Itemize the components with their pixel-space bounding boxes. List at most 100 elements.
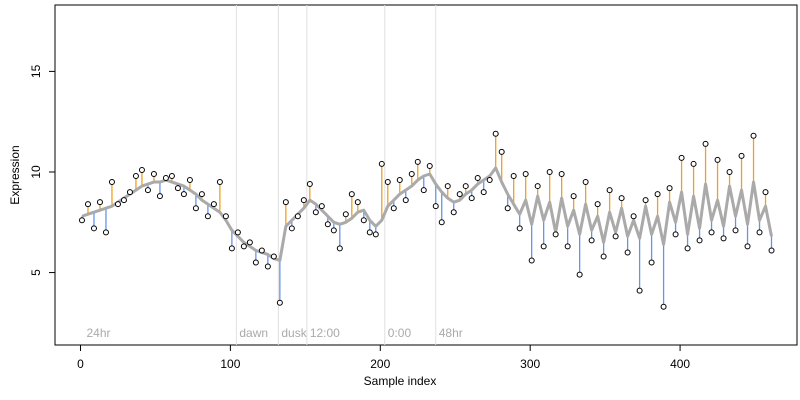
point bbox=[132, 173, 139, 180]
point bbox=[726, 168, 733, 175]
point bbox=[666, 185, 673, 192]
point bbox=[516, 225, 523, 232]
point bbox=[300, 197, 307, 204]
point bbox=[198, 191, 205, 198]
point bbox=[102, 229, 109, 236]
point bbox=[336, 245, 343, 252]
point bbox=[648, 259, 655, 266]
point bbox=[492, 130, 499, 137]
point bbox=[348, 191, 355, 198]
point bbox=[654, 191, 661, 198]
point bbox=[678, 154, 685, 161]
point bbox=[474, 175, 481, 182]
point bbox=[264, 263, 271, 270]
point bbox=[414, 158, 421, 165]
point bbox=[594, 201, 601, 208]
point bbox=[114, 201, 121, 208]
point bbox=[84, 201, 91, 208]
point bbox=[546, 168, 553, 175]
point bbox=[294, 213, 301, 220]
point bbox=[330, 227, 337, 234]
point bbox=[642, 197, 649, 204]
y-tick-label: 10 bbox=[29, 165, 43, 179]
point bbox=[744, 243, 751, 250]
point bbox=[732, 227, 739, 234]
point bbox=[246, 239, 253, 246]
point bbox=[582, 179, 589, 186]
point bbox=[108, 179, 115, 186]
x-tick-label: 0 bbox=[77, 357, 84, 371]
point bbox=[576, 271, 583, 278]
point bbox=[312, 209, 319, 216]
point bbox=[372, 231, 379, 238]
point bbox=[192, 205, 199, 212]
y-tick-label: 5 bbox=[29, 269, 43, 276]
plot-frame bbox=[54, 4, 798, 346]
point bbox=[768, 247, 775, 254]
point bbox=[522, 170, 529, 177]
event-label: dusk bbox=[281, 326, 307, 340]
x-tick-label: 100 bbox=[220, 357, 240, 371]
y-tick-label: 15 bbox=[29, 64, 43, 78]
point bbox=[672, 231, 679, 238]
point bbox=[636, 287, 643, 294]
point bbox=[630, 213, 637, 220]
point bbox=[354, 199, 361, 206]
point bbox=[342, 211, 349, 218]
point bbox=[162, 175, 169, 182]
x-axis-label: Sample index bbox=[364, 374, 437, 388]
point bbox=[168, 173, 175, 180]
x-tick-label: 300 bbox=[520, 357, 540, 371]
point bbox=[210, 201, 217, 208]
point bbox=[240, 243, 247, 250]
point bbox=[444, 183, 451, 190]
point bbox=[540, 243, 547, 250]
event-label: dawn bbox=[239, 326, 268, 340]
point bbox=[96, 199, 103, 206]
point bbox=[186, 177, 193, 184]
point bbox=[534, 183, 541, 190]
point bbox=[378, 160, 385, 167]
point bbox=[480, 189, 487, 196]
point bbox=[90, 225, 97, 232]
point bbox=[390, 205, 397, 212]
point bbox=[408, 170, 415, 177]
point bbox=[360, 217, 367, 224]
point bbox=[684, 245, 691, 252]
point bbox=[498, 148, 505, 155]
point bbox=[138, 166, 145, 173]
point bbox=[252, 259, 259, 266]
point bbox=[282, 199, 289, 206]
point bbox=[420, 187, 427, 194]
point bbox=[690, 160, 697, 167]
point bbox=[78, 217, 85, 224]
fitted-line bbox=[81, 166, 773, 263]
point bbox=[588, 237, 595, 244]
point bbox=[606, 187, 613, 194]
point bbox=[660, 303, 667, 310]
point bbox=[288, 225, 295, 232]
point bbox=[306, 181, 313, 188]
point bbox=[204, 213, 211, 220]
point bbox=[222, 213, 229, 220]
point bbox=[396, 177, 403, 184]
point bbox=[276, 299, 283, 306]
point bbox=[318, 203, 325, 210]
point bbox=[402, 197, 409, 204]
x-tick-label: 200 bbox=[370, 357, 390, 371]
point bbox=[738, 152, 745, 159]
event-label: 0:00 bbox=[388, 326, 412, 340]
point bbox=[426, 162, 433, 169]
point bbox=[150, 170, 157, 177]
point bbox=[714, 156, 721, 163]
point bbox=[756, 229, 763, 236]
point bbox=[234, 229, 241, 236]
point bbox=[504, 205, 511, 212]
point bbox=[180, 191, 187, 198]
point bbox=[528, 257, 535, 264]
point bbox=[600, 253, 607, 260]
point bbox=[570, 193, 577, 200]
point bbox=[702, 140, 709, 147]
point bbox=[120, 197, 127, 204]
